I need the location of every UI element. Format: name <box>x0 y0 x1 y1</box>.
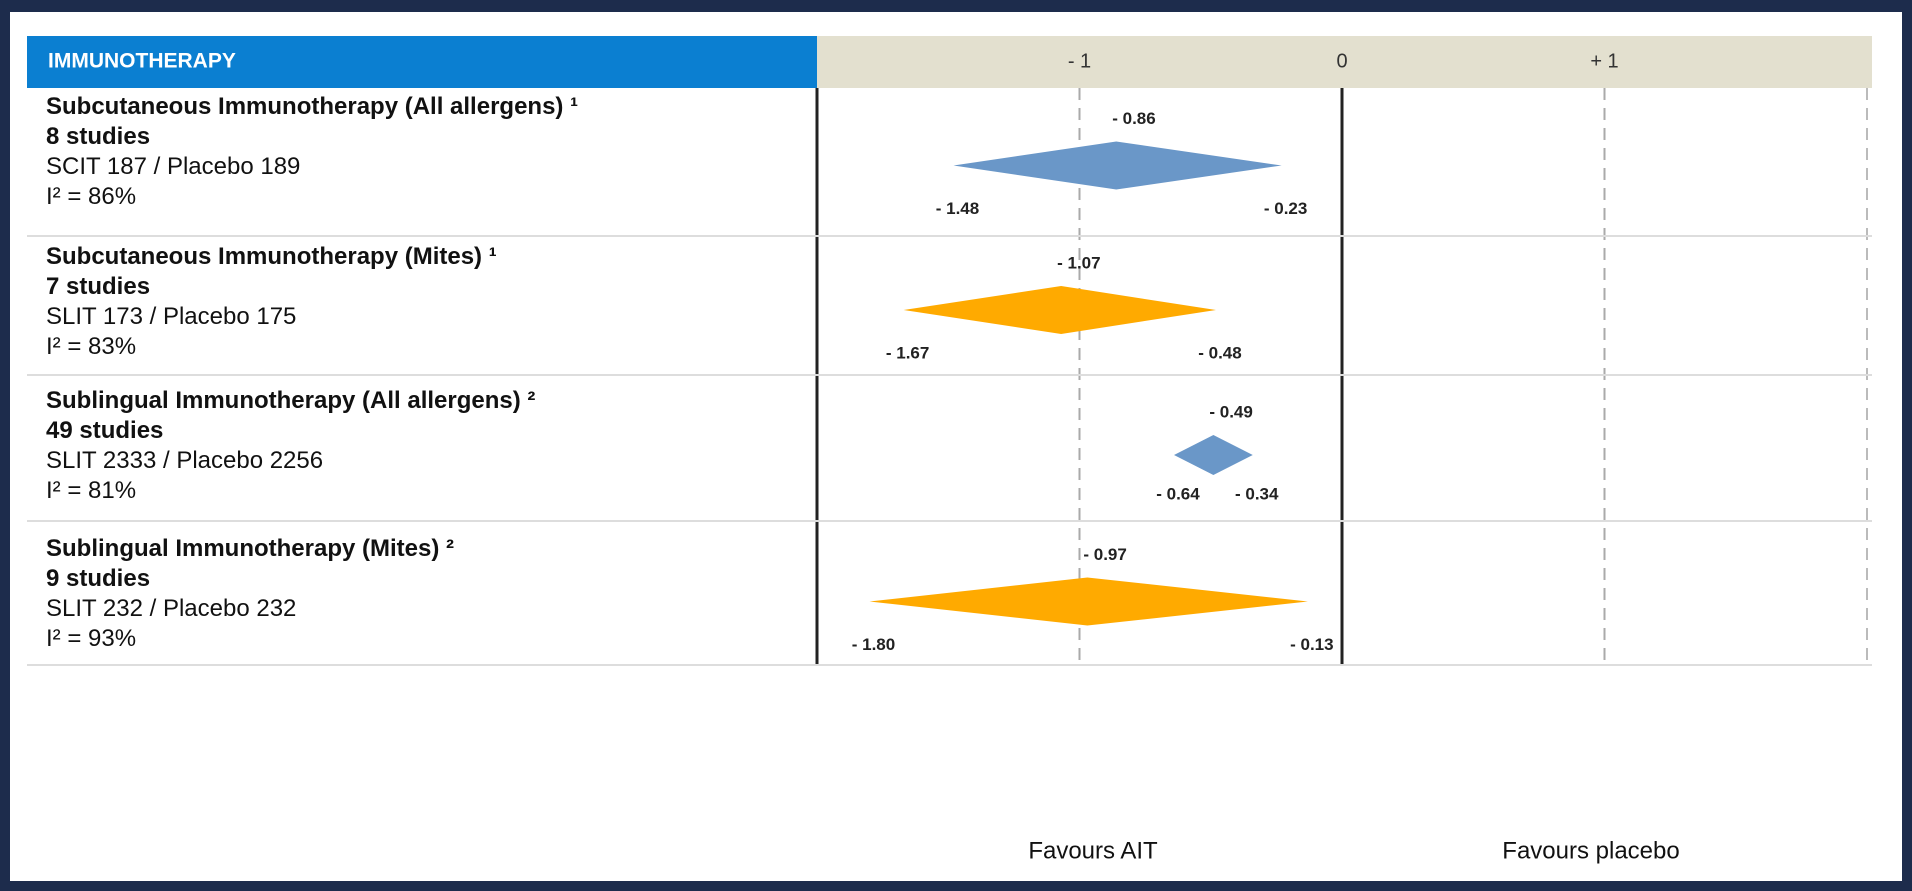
row-text: Sublingual Immunotherapy (Mites) ² 9 stud… <box>46 534 806 654</box>
row-participants: SLIT 173 / Placebo 175 <box>46 303 297 330</box>
chart: IMMUNOTHERAPY Favours AIT Favours placeb… <box>27 36 1872 864</box>
row-heterogeneity: I² = 86% <box>46 183 137 210</box>
estimate-label: - 0.97 <box>1083 545 1126 564</box>
row-heterogeneity: I² = 93% <box>46 625 137 652</box>
estimate-label: - 1.07 <box>1057 253 1100 272</box>
lower-label: - 1.48 <box>936 199 979 218</box>
diamond <box>903 286 1216 334</box>
row-label: Sublingual Immunotherapy (Mites) ² <box>46 535 455 562</box>
row-heterogeneity: I² = 83% <box>46 333 137 360</box>
row-participants: SCIT 187 / Placebo 189 <box>46 153 301 180</box>
upper-label: - 0.23 <box>1264 199 1307 218</box>
row-participants: SLIT 232 / Placebo 232 <box>46 595 297 622</box>
row-text: Subcutaneous Immunotherapy (Mites) ¹ 7 st… <box>46 242 806 362</box>
favours-left: Favours AIT <box>1028 837 1158 864</box>
lower-label: - 1.67 <box>886 343 929 362</box>
row-heterogeneity: I² = 81% <box>46 477 137 504</box>
lower-label: - 1.80 <box>852 635 895 654</box>
estimate-label: - 0.49 <box>1209 402 1252 421</box>
row-label: Subcutaneous Immunotherapy (Mites) ¹ <box>46 243 497 270</box>
header-cell <box>27 36 817 88</box>
row-participants: SLIT 2333 / Placebo 2256 <box>46 447 324 474</box>
row-text: Sublingual Immunotherapy (All allergens)… <box>46 386 806 506</box>
x-tick-label: - 1 <box>1068 50 1091 72</box>
upper-label: - 0.13 <box>1290 635 1333 654</box>
header-label: IMMUNOTHERAPY <box>48 50 236 73</box>
diamond <box>953 141 1282 190</box>
diamond <box>1174 435 1253 475</box>
scale-header <box>817 36 1872 88</box>
row-text: Subcutaneous Immunotherapy (All allergen… <box>46 92 806 212</box>
panel: IMMUNOTHERAPY Favours AIT Favours placeb… <box>10 12 1902 881</box>
diamond <box>869 577 1308 626</box>
row-studies: 7 studies <box>46 273 151 300</box>
row-studies: 8 studies <box>46 123 151 150</box>
x-tick-label: 0 <box>1336 50 1347 72</box>
row-label: Subcutaneous Immunotherapy (All allergen… <box>46 93 579 120</box>
lower-label: - 0.64 <box>1156 484 1200 503</box>
upper-label: - 0.34 <box>1235 484 1279 503</box>
upper-label: - 0.48 <box>1198 343 1241 362</box>
row-studies: 49 studies <box>46 417 164 444</box>
favours-right: Favours placebo <box>1502 837 1679 864</box>
row-label: Sublingual Immunotherapy (All allergens)… <box>46 387 536 414</box>
estimate-label: - 0.86 <box>1112 109 1155 128</box>
row-studies: 9 studies <box>46 565 151 592</box>
x-tick-label: + 1 <box>1590 50 1618 72</box>
